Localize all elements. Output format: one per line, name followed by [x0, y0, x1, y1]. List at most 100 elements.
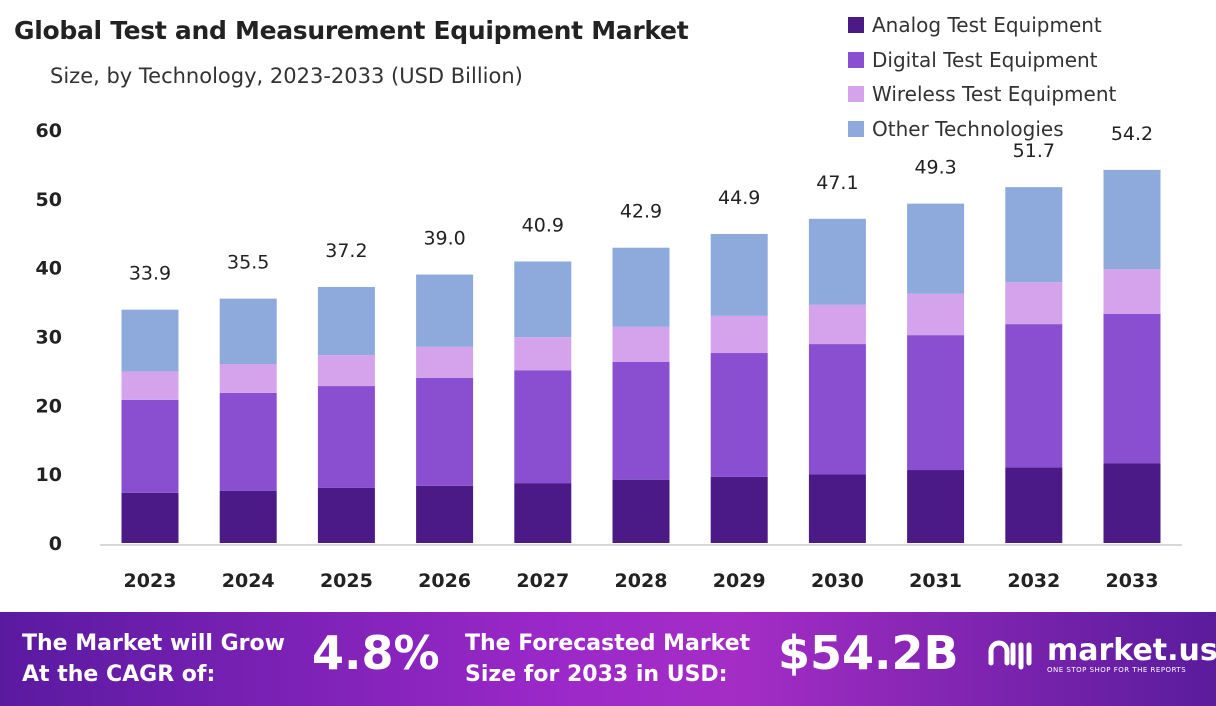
total-data-label: 37.2	[325, 240, 367, 262]
bar-segment-wireless-test-equipment	[808, 304, 866, 345]
bar-segment-digital-test-equipment	[317, 386, 375, 488]
plot-area: 0102030405060202333.9202435.5202537.2202…	[36, 120, 1182, 592]
total-data-label: 47.1	[816, 172, 858, 194]
legend-label: Digital Test Equipment	[872, 47, 1098, 72]
x-tick-label: 2025	[320, 570, 373, 592]
bar-segment-digital-test-equipment	[1103, 313, 1161, 464]
bar-segment-wireless-test-equipment	[710, 315, 768, 354]
brand-logo-icon	[988, 640, 1032, 670]
brand-name: market.us	[1047, 633, 1216, 668]
bar-segment-other-technologies	[710, 233, 768, 316]
legend-label: Wireless Test Equipment	[872, 82, 1117, 107]
bar-segment-analog-test-equipment	[710, 476, 768, 543]
x-tick-label: 2023	[124, 570, 177, 592]
legend-item-wireless: Wireless Test Equipment	[848, 77, 1116, 112]
bar-segment-digital-test-equipment	[1005, 324, 1063, 468]
bar-segment-analog-test-equipment	[219, 490, 277, 543]
bar-segment-wireless-test-equipment	[317, 355, 375, 387]
y-tick-label: 60	[36, 120, 62, 142]
bar-segment-wireless-test-equipment	[416, 346, 474, 378]
bar-segment-other-technologies	[808, 218, 866, 305]
total-data-label: 39.0	[423, 228, 465, 250]
footer-banner: The Market will Grow At the CAGR of: 4.8%…	[0, 612, 1216, 706]
forecast-label-line: Size for 2033 in USD:	[465, 662, 728, 687]
legend-label: Other Technologies	[872, 116, 1064, 141]
y-tick-label: 0	[49, 533, 62, 555]
bar-segment-analog-test-equipment	[808, 474, 866, 543]
bar-segment-other-technologies	[317, 286, 375, 356]
bar-segment-other-technologies	[1005, 187, 1063, 283]
x-tick-label: 2033	[1106, 570, 1159, 592]
legend-swatch	[848, 86, 864, 103]
bar-segment-analog-test-equipment	[416, 485, 474, 543]
legend-item-analog: Analog Test Equipment	[848, 8, 1116, 43]
y-tick-label: 10	[36, 464, 62, 486]
total-data-label: 33.9	[129, 263, 171, 285]
bar-segment-other-technologies	[121, 309, 179, 372]
bar-segment-analog-test-equipment	[121, 492, 179, 543]
x-tick-label: 2027	[516, 570, 569, 592]
x-tick-label: 2024	[222, 570, 275, 592]
forecast-label-line: The Forecasted Market	[465, 631, 751, 656]
bar-segment-wireless-test-equipment	[219, 364, 277, 393]
y-tick-label: 20	[36, 395, 62, 417]
legend: Analog Test Equipment Digital Test Equip…	[848, 8, 1116, 146]
forecast-label: The Forecasted Market Size for 2033 in US…	[465, 628, 750, 690]
x-tick-label: 2030	[811, 570, 864, 592]
x-tick-label: 2032	[1007, 570, 1060, 592]
total-data-label: 40.9	[522, 214, 564, 236]
x-tick-label: 2026	[418, 570, 471, 592]
bar-segment-digital-test-equipment	[514, 370, 572, 484]
y-tick-label: 50	[36, 189, 62, 211]
chart-title: Global Test and Measurement Equipment Ma…	[14, 16, 689, 45]
total-data-label: 35.5	[227, 252, 269, 274]
legend-label: Analog Test Equipment	[872, 13, 1102, 38]
cagr-label-line: At the CAGR of:	[22, 662, 216, 687]
brand-logo: market.us ONE STOP SHOP FOR THE REPORTS	[985, 636, 1216, 674]
bar-segment-analog-test-equipment	[612, 479, 670, 543]
bar-segment-wireless-test-equipment	[907, 293, 965, 336]
bar-segment-digital-test-equipment	[219, 392, 277, 491]
bar-segment-other-technologies	[416, 274, 474, 347]
legend-item-digital: Digital Test Equipment	[848, 43, 1116, 78]
bar-segment-wireless-test-equipment	[612, 326, 670, 362]
cagr-value: 4.8%	[312, 626, 440, 680]
bar-segment-digital-test-equipment	[612, 361, 670, 480]
total-data-label: 54.2	[1111, 123, 1153, 145]
legend-item-other: Other Technologies	[848, 112, 1116, 147]
bar-segment-analog-test-equipment	[907, 470, 965, 543]
bar-segment-analog-test-equipment	[514, 483, 572, 543]
bar-segment-digital-test-equipment	[710, 353, 768, 477]
x-tick-label: 2029	[713, 570, 766, 592]
bar-segment-wireless-test-equipment	[121, 371, 179, 400]
bar-segment-other-technologies	[612, 247, 670, 327]
bar-segment-analog-test-equipment	[317, 487, 375, 543]
total-data-label: 49.3	[914, 157, 956, 179]
x-tick-label: 2028	[615, 570, 668, 592]
total-data-label: 51.7	[1013, 140, 1055, 162]
legend-swatch	[848, 120, 864, 137]
bar-segment-other-technologies	[907, 203, 965, 294]
bar-segment-wireless-test-equipment	[1103, 269, 1161, 314]
y-tick-label: 30	[36, 327, 62, 349]
bar-segment-other-technologies	[514, 261, 572, 338]
bar-segment-other-technologies	[219, 298, 277, 365]
legend-swatch	[848, 17, 864, 34]
y-tick-label: 40	[36, 258, 62, 280]
bar-segment-digital-test-equipment	[907, 335, 965, 471]
total-data-label: 42.9	[620, 201, 662, 223]
bar-segment-digital-test-equipment	[808, 344, 866, 475]
bar-segment-digital-test-equipment	[121, 399, 179, 493]
forecast-value: $54.2B	[778, 626, 959, 680]
x-tick-label: 2031	[909, 570, 962, 592]
cagr-label-line: The Market will Grow	[22, 631, 285, 656]
brand-tagline: ONE STOP SHOP FOR THE REPORTS	[1047, 666, 1187, 674]
bar-segment-wireless-test-equipment	[1005, 282, 1063, 325]
chart-subtitle: Size, by Technology, 2023-2033 (USD Bill…	[50, 64, 523, 88]
bar-segment-analog-test-equipment	[1005, 467, 1063, 543]
legend-swatch	[848, 51, 864, 68]
total-data-label: 44.9	[718, 187, 760, 209]
bar-segment-digital-test-equipment	[416, 377, 474, 486]
cagr-label: The Market will Grow At the CAGR of:	[22, 628, 285, 690]
